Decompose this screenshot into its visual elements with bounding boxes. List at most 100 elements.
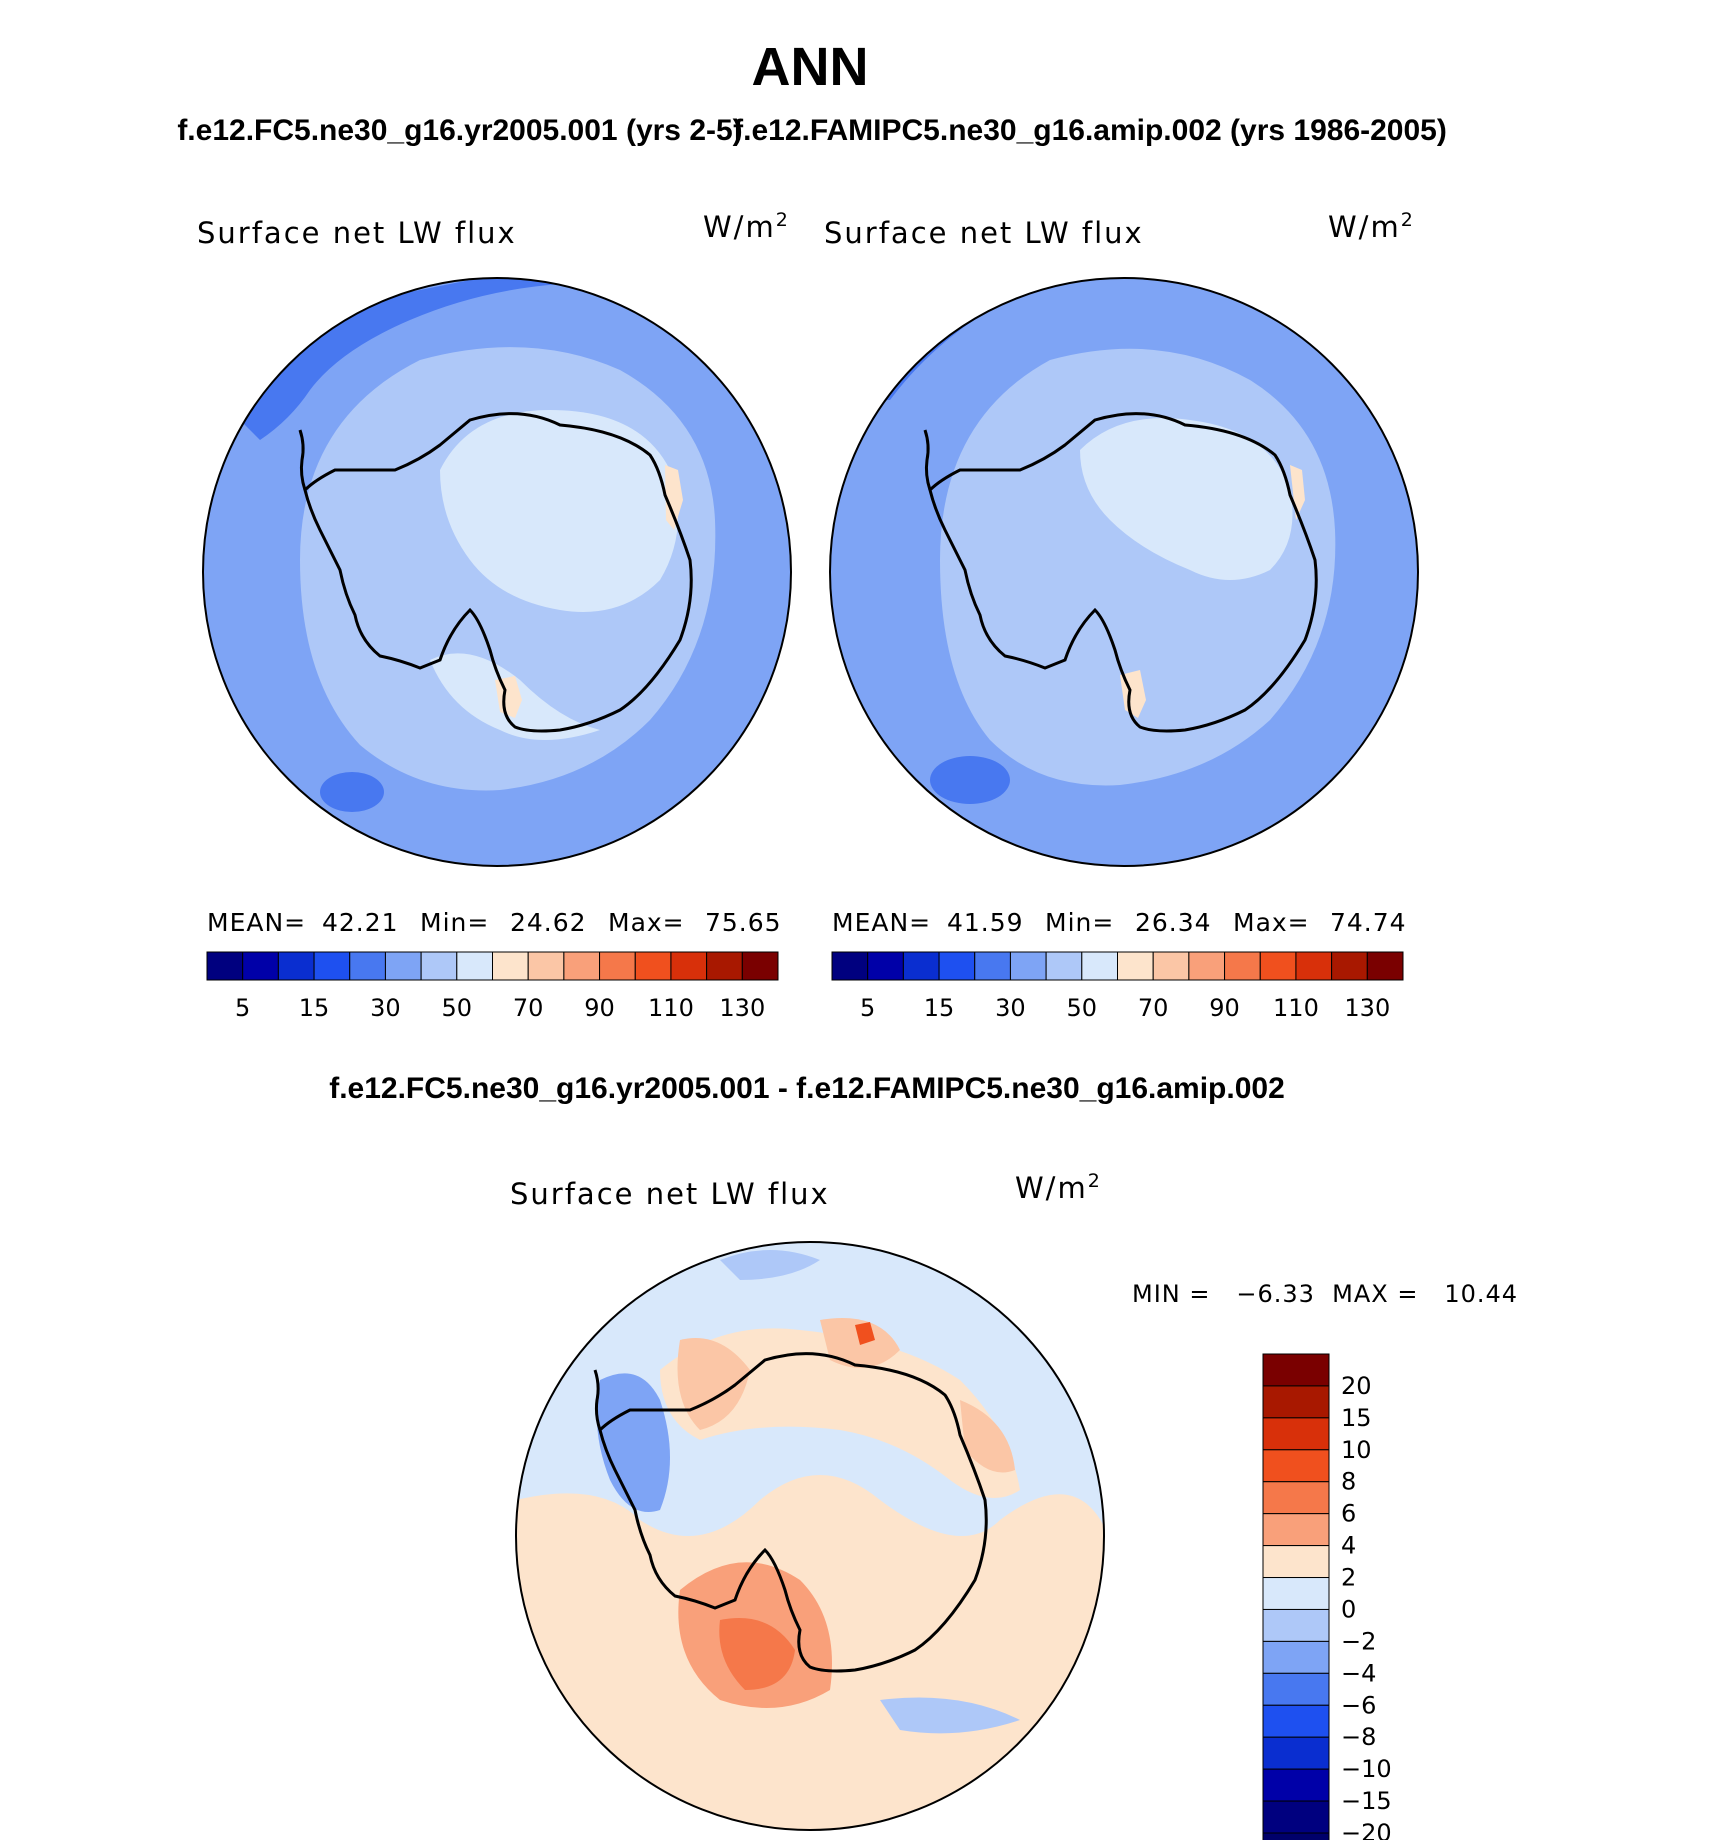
colorbar-swatch: [1262, 1481, 1330, 1515]
right-map-strong-region: [930, 756, 1010, 804]
diff-variable-label: Surface net LW flux: [510, 1177, 830, 1211]
colorbar-swatch: [1009, 951, 1047, 981]
colorbar-swatch: [527, 951, 565, 981]
colorbar-swatch: [384, 951, 422, 981]
colorbar-swatch: [1262, 1353, 1330, 1387]
left-map-warm-spot: [665, 465, 683, 530]
colorbar-swatch: [1262, 1800, 1330, 1834]
colorbar-tick-label: 8: [1341, 1468, 1356, 1496]
colorbar-swatch: [1081, 951, 1118, 981]
right-polar-map: [829, 277, 1419, 867]
left-colorbar: 5 15 30 50 70 90 110 130: [206, 951, 779, 1022]
colorbar-swatch: [1262, 1513, 1330, 1547]
colorbar-swatch: [1262, 1704, 1330, 1738]
colorbar-tick-label: 10: [1341, 1436, 1372, 1464]
left-units-label: W/m2: [703, 209, 790, 244]
colorbar-swatch: [938, 951, 976, 981]
left-map-antarctica-coast: [303, 412, 693, 733]
colorbar-swatch: [1188, 951, 1226, 981]
diff-map-negative-region: [720, 1250, 820, 1280]
colorbar-swatch: [1259, 951, 1297, 981]
left-map-border: [202, 277, 792, 867]
colorbar-swatch: [1117, 951, 1154, 981]
diff-map-antarctica-coast: [598, 1352, 988, 1673]
colorbar-swatch: [420, 951, 458, 981]
colorbar-swatch: [1262, 1545, 1330, 1579]
colorbar-tick-label: 5: [235, 994, 250, 1022]
colorbar-tick-label: 90: [584, 994, 615, 1022]
colorbar-tick-label: −15: [1341, 1787, 1392, 1815]
colorbar-swatch: [867, 951, 904, 981]
right-map-antarctica-coast: [928, 412, 1318, 733]
colorbar-swatch: [1366, 951, 1404, 981]
colorbar-tick-label: 50: [442, 994, 473, 1022]
colorbar-tick-label: −20: [1341, 1819, 1392, 1840]
right-colorbar: 5 15 30 50 70 90 110 130: [831, 951, 1404, 1022]
colorbar-tick-label: 30: [995, 994, 1026, 1022]
colorbar-swatch: [634, 951, 672, 981]
colorbar-tick-label: 15: [299, 994, 330, 1022]
right-panel: Surface net LW flux W/m2 MEAN= 41.59 Min= 2…: [824, 209, 1419, 1022]
colorbar-tick-label: 90: [1209, 994, 1240, 1022]
left-stats: MEAN= 42.21 Min= 24.62 Max= 75.65: [207, 908, 782, 937]
colorbar-swatch: [1262, 1385, 1330, 1419]
diff-polar-map: [515, 1241, 1105, 1831]
diff-map-positive-region: [719, 1618, 795, 1690]
left-case-title: f.e12.FC5.ne30_g16.yr2005.001 (yrs 2-5): [177, 114, 742, 147]
colorbar-swatch: [492, 951, 529, 981]
left-map-strong-region: [230, 278, 560, 440]
colorbar-swatch: [1262, 1672, 1330, 1706]
right-variable-label: Surface net LW flux: [824, 216, 1144, 250]
colorbar-tick-label: 20: [1341, 1372, 1372, 1400]
colorbar-swatch: [206, 951, 244, 981]
colorbar-swatch: [313, 951, 351, 981]
diff-map-negative-region: [880, 1697, 1020, 1734]
colorbar-swatch: [1262, 1736, 1330, 1770]
colorbar-tick-label: −10: [1341, 1755, 1392, 1783]
colorbar-tick-label: −2: [1341, 1627, 1376, 1655]
colorbar-tick-label: 130: [719, 994, 765, 1022]
colorbar-swatch: [563, 951, 601, 981]
colorbar-swatch: [277, 951, 315, 981]
colorbar-tick-label: −8: [1341, 1723, 1376, 1751]
colorbar-tick-label: 2: [1341, 1564, 1356, 1592]
diff-map-negative-region: [596, 1373, 670, 1512]
colorbar-swatch: [741, 951, 779, 981]
left-map-pale-region: [440, 410, 678, 612]
colorbar-tick-label: 15: [1341, 1404, 1372, 1432]
left-panel: Surface net LW flux W/m2 MEAN= 42.21 Min= 2…: [197, 209, 792, 1022]
colorbar-swatch: [902, 951, 940, 981]
colorbar-tick-label: −4: [1341, 1659, 1376, 1687]
left-map-peninsula: [298, 429, 307, 491]
colorbar-swatch: [456, 951, 493, 981]
diff-panel: Surface net LW flux W/m2 MIN = −6.33 MAX…: [510, 1170, 1517, 1845]
colorbar-tick-label: 6: [1341, 1500, 1356, 1528]
colorbar-swatch: [599, 951, 636, 981]
colorbar-swatch: [1295, 951, 1333, 981]
colorbar-swatch: [831, 951, 869, 981]
right-map-pale-region: [1080, 418, 1293, 580]
colorbar-swatch: [1224, 951, 1261, 981]
colorbar-swatch: [1262, 1577, 1330, 1610]
diff-map-peninsula: [593, 1369, 602, 1431]
colorbar-swatch: [1045, 951, 1083, 981]
right-stats: MEAN= 41.59 Min= 26.34 Max= 74.74: [832, 908, 1407, 937]
colorbar-tick-label: 4: [1341, 1532, 1356, 1560]
right-map-warm-spot: [1290, 465, 1305, 520]
colorbar-tick-label: 50: [1067, 994, 1098, 1022]
colorbar-tick-label: 70: [1138, 994, 1169, 1022]
colorbar-tick-label: −6: [1341, 1691, 1376, 1719]
colorbar-tick-label: 70: [513, 994, 544, 1022]
colorbar-tick-label: 0: [1341, 1595, 1356, 1623]
left-map-strong-region: [320, 772, 384, 812]
colorbar-swatch: [1331, 951, 1368, 981]
right-map-peninsula: [923, 429, 932, 491]
diff-title: f.e12.FC5.ne30_g16.yr2005.001 - f.e12.FA…: [329, 1072, 1285, 1105]
colorbar-swatch: [706, 951, 743, 981]
diff-map-positive-region: [960, 1400, 1015, 1473]
colorbar-tick-label: 30: [370, 994, 401, 1022]
right-map-border: [829, 277, 1419, 867]
colorbar-swatch: [349, 951, 386, 981]
